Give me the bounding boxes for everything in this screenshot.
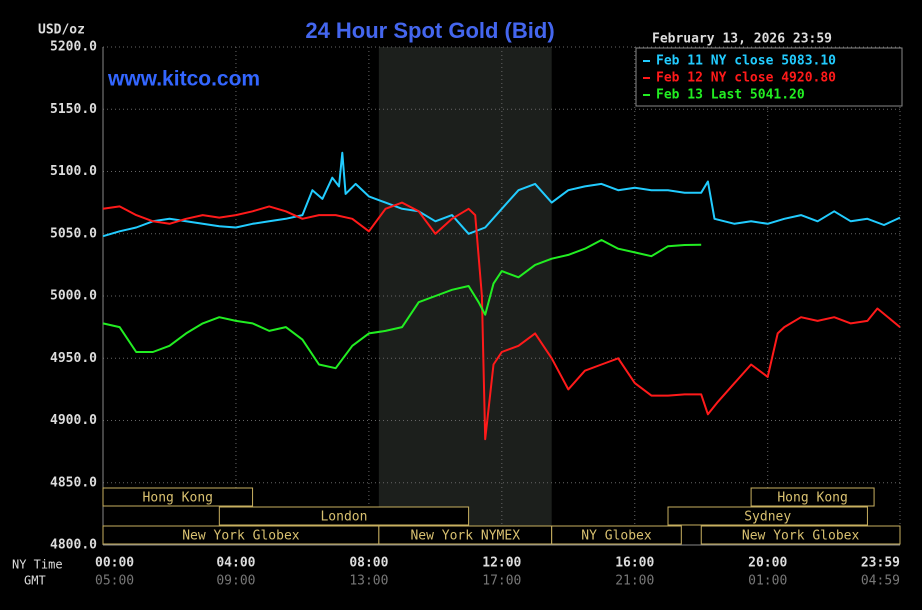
session-bar [750,487,875,507]
chart-title: 24 Hour Spot Gold (Bid) [305,18,554,43]
y-tick-label: 4850.0 [50,475,97,490]
session-label: London [320,510,367,525]
timestamp: February 13, 2026 23:59 [652,32,832,47]
series-line [102,239,702,370]
session-bar [551,525,682,545]
x-axis-label: NY Time [12,558,63,572]
y-tick-label: 4950.0 [50,351,97,366]
watermark: www.kitco.com [107,68,260,91]
legend-label: Feb 12 NY close 4920.80 [656,71,836,86]
x2-tick-label: 21:00 [615,574,654,589]
y-tick-label: 5000.0 [50,289,97,304]
x2-tick-label: 13:00 [349,574,388,589]
x2-tick-label: 04:59 [861,574,900,589]
x-tick-label: 08:00 [349,556,388,571]
y-axis-label: USD/oz [38,23,85,38]
x-tick-label: 20:00 [748,556,787,571]
session-label: NY Globex [581,529,652,544]
y-tick-label: 5100.0 [50,164,97,179]
session-label: New York NYMEX [410,529,520,544]
session-label: New York Globex [742,529,860,544]
legend-label: Feb 13 Last 5041.20 [656,88,805,103]
x-tick-label: 00:00 [95,556,134,571]
background-layer [102,46,901,546]
legend-box [635,47,903,107]
y-tick-label: 5050.0 [50,226,97,241]
session-bar [102,487,254,507]
session-bar [218,506,470,526]
session-shade [378,47,552,545]
x-tick-label: 12:00 [482,556,521,571]
y-tick-label: 4900.0 [50,413,97,428]
session-bar [667,506,868,526]
y-tick-label: 5200.0 [50,40,97,55]
session-label: Hong Kong [777,491,847,506]
session-bar [700,525,901,545]
x-tick-label: 04:00 [216,556,255,571]
x2-axis-label: GMT [24,574,46,588]
y-tick-label: 5150.0 [50,102,97,117]
session-label: New York Globex [182,529,300,544]
session-label: Sydney [744,510,791,525]
x2-tick-label: 01:00 [748,574,787,589]
x2-tick-label: 17:00 [482,574,521,589]
x2-tick-label: 05:00 [95,574,134,589]
legend-label: Feb 11 NY close 5083.10 [656,54,836,69]
x-tick-label: 16:00 [615,556,654,571]
session-label: Hong Kong [143,491,213,506]
series-line [102,201,901,441]
y-tick-label: 4800.0 [50,538,97,553]
x-tick-label: 23:59 [861,556,900,571]
x2-tick-label: 09:00 [216,574,255,589]
